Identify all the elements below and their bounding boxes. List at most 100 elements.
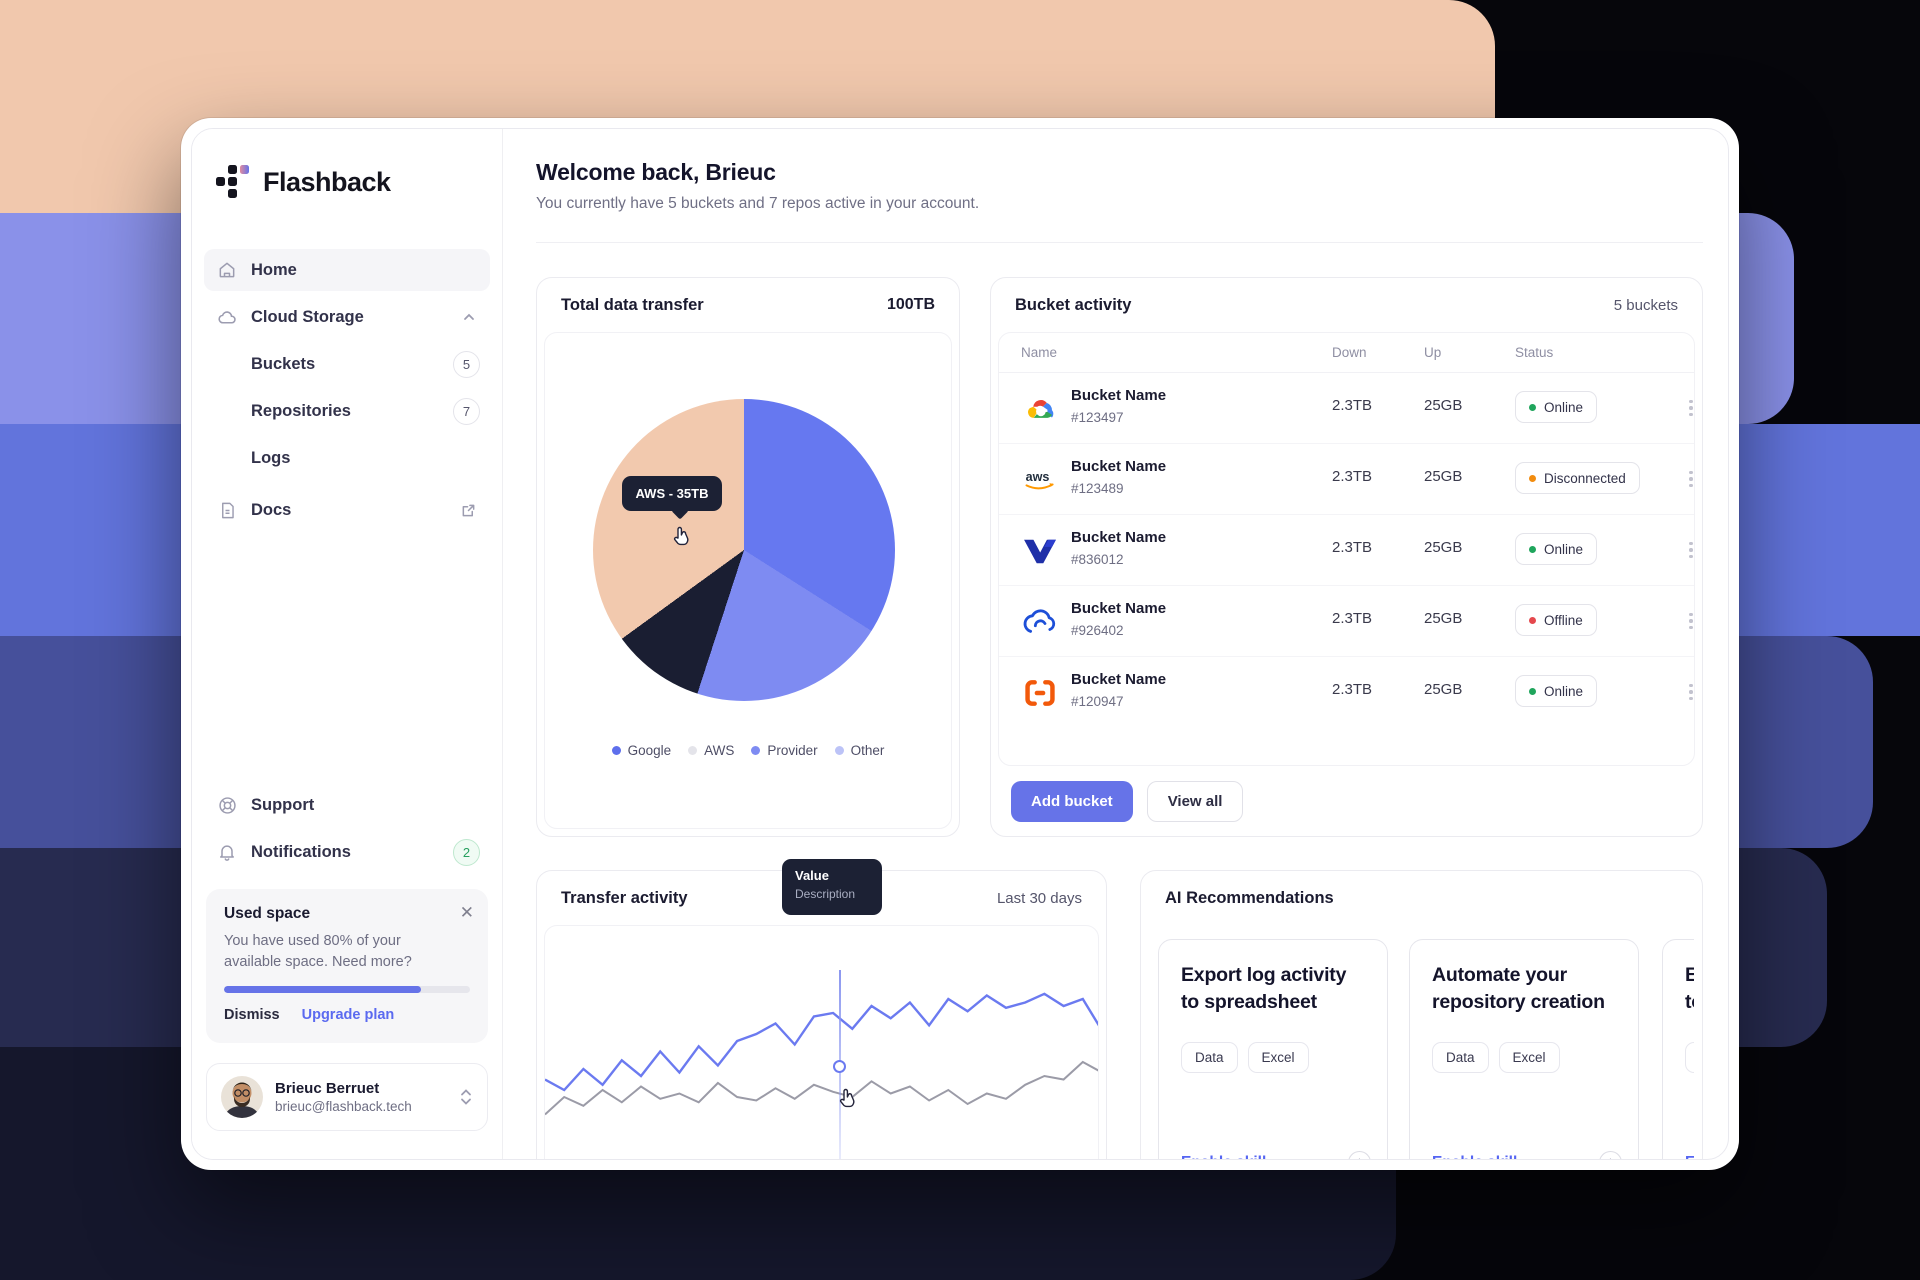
- bucket-id: #926402: [1071, 623, 1124, 638]
- info-icon[interactable]: i: [1599, 1151, 1622, 1159]
- sidebar-item-cloud-storage[interactable]: Cloud Storage: [204, 296, 490, 338]
- repositories-count-badge: 7: [453, 397, 480, 425]
- logo-text: Flashback: [263, 166, 391, 197]
- row-menu-button[interactable]: [1681, 395, 1701, 421]
- card-title: Bucket activity: [1015, 295, 1132, 314]
- line-series-0: [545, 992, 1098, 1092]
- app-screen: Flashback Home Cloud Storage: [191, 128, 1729, 1160]
- used-space-title: Used space: [224, 905, 311, 922]
- column-up: Up: [1424, 345, 1442, 360]
- legend-item: Other: [834, 743, 885, 758]
- sidebar-item-home[interactable]: Home: [204, 249, 490, 291]
- sidebar-item-label: Support: [251, 795, 315, 814]
- logo: Flashback: [216, 165, 391, 199]
- page-title: Welcome back, Brieuc: [536, 159, 776, 185]
- bucket-name: Bucket Name: [1071, 387, 1167, 404]
- bucket-name: Bucket Name: [1071, 458, 1167, 475]
- total-data-transfer-card: Total data transfer 100TB AWS - 35TB Goo…: [536, 277, 960, 837]
- app-window: Flashback Home Cloud Storage: [181, 118, 1739, 1170]
- skill-card-automate-repo[interactable]: Automate your repository creation Data Ex…: [1409, 939, 1639, 1160]
- skill-card-export-log[interactable]: Export log activity to spreadsheet Data E…: [1158, 939, 1388, 1160]
- line-series-1: [545, 1060, 1098, 1116]
- down-value: 2.3TB: [1332, 681, 1373, 698]
- blue-cloud-icon: [1021, 603, 1058, 640]
- bucket-name: Bucket Name: [1071, 600, 1167, 617]
- skills-panel: Export log activity to spreadsheet Data E…: [1148, 925, 1695, 1160]
- column-name: Name: [1021, 345, 1058, 360]
- used-space-progress: [224, 986, 470, 994]
- svg-text:aws: aws: [1025, 469, 1049, 483]
- sidebar-item-docs[interactable]: Docs: [204, 489, 490, 531]
- orange-brackets-icon: [1021, 674, 1058, 711]
- bell-icon: [216, 841, 238, 863]
- status-badge: Online: [1515, 533, 1598, 565]
- up-value: 25GB: [1424, 397, 1463, 414]
- buckets-count-badge: 5: [453, 350, 480, 378]
- chevron-up-icon[interactable]: [462, 310, 476, 324]
- legend-label: Google: [627, 743, 672, 758]
- legend-item: Google: [611, 743, 672, 758]
- down-value: 2.3TB: [1332, 397, 1373, 414]
- up-value: 25GB: [1424, 539, 1463, 556]
- vultr-icon: [1021, 532, 1058, 569]
- legend-label: Other: [850, 743, 885, 758]
- column-status: Status: [1515, 345, 1554, 360]
- table-row[interactable]: Bucket Name #836012 2.3TB 25GB Online: [999, 515, 1694, 586]
- tag-data: Data: [1685, 1041, 1694, 1073]
- total-transfer-value: 100TB: [886, 296, 935, 313]
- enable-skill-link[interactable]: Enable skill: [1685, 1154, 1694, 1160]
- sidebar-item-label: Logs: [251, 448, 291, 467]
- row-menu-button[interactable]: [1681, 608, 1701, 634]
- table-row[interactable]: aws Bucket Name #123489 2.3TB 25GB Disco…: [999, 444, 1694, 515]
- sidebar-item-buckets[interactable]: Buckets 5: [204, 343, 490, 385]
- tooltip-value: Value: [795, 868, 829, 883]
- sidebar-item-repositories[interactable]: Repositories 7: [204, 390, 490, 432]
- down-value: 2.3TB: [1332, 610, 1373, 627]
- tag-excel: Excel: [1247, 1041, 1309, 1073]
- pie-panel: AWS - 35TB Google AWS Provider Other: [544, 332, 952, 829]
- enable-skill-link[interactable]: Enable skill: [1432, 1154, 1517, 1160]
- sidebar-item-label: Buckets: [251, 354, 316, 373]
- user-name: Brieuc Berruet: [275, 1080, 380, 1097]
- enable-skill-link[interactable]: Enable skill: [1181, 1154, 1266, 1160]
- legend-dot: [688, 746, 698, 755]
- buckets-count: 5 buckets: [1613, 296, 1678, 314]
- table-row[interactable]: Bucket Name #926402 2.3TB 25GB Offline: [999, 586, 1694, 657]
- view-all-button[interactable]: View all: [1146, 781, 1244, 822]
- activity-chart-panel[interactable]: [544, 925, 1099, 1160]
- dismiss-link[interactable]: Dismiss: [224, 1007, 280, 1024]
- page-subtitle: You currently have 5 buckets and 7 repos…: [536, 195, 980, 212]
- card-title: Transfer activity: [561, 888, 688, 907]
- row-menu-button[interactable]: [1681, 537, 1701, 563]
- legend-label: AWS: [704, 743, 735, 758]
- column-down: Down: [1332, 345, 1367, 360]
- table-row[interactable]: Bucket Name #123497 2.3TB 25GB Online: [999, 373, 1694, 444]
- sidebar-item-support[interactable]: Support: [204, 784, 490, 826]
- up-value: 25GB: [1424, 468, 1463, 485]
- sidebar-item-logs[interactable]: Logs: [204, 437, 490, 479]
- sidebar-bottom-nav: Support Notifications 2: [204, 784, 490, 878]
- used-space-body: You have used 80% of your available spac…: [224, 933, 412, 971]
- upgrade-plan-link[interactable]: Upgrade plan: [301, 1007, 395, 1024]
- chart-tooltip: Value Description: [782, 859, 882, 915]
- line-chart[interactable]: [545, 934, 1099, 1160]
- sidebar-item-label: Repositories: [251, 401, 351, 420]
- user-profile-menu[interactable]: Brieuc Berruet brieuc@flashback.tech: [206, 1063, 488, 1131]
- close-icon[interactable]: ✕: [459, 903, 474, 922]
- row-menu-button[interactable]: [1681, 679, 1701, 705]
- sidebar: Flashback Home Cloud Storage: [192, 129, 503, 1159]
- bucket-id: #836012: [1071, 552, 1124, 567]
- legend-item: Provider: [751, 743, 818, 758]
- add-bucket-button[interactable]: Add bucket: [1011, 781, 1133, 822]
- bucket-id: #123497: [1071, 410, 1124, 425]
- table-row[interactable]: Bucket Name #120947 2.3TB 25GB Online: [999, 657, 1694, 728]
- row-menu-button[interactable]: [1681, 466, 1701, 492]
- info-icon[interactable]: i: [1348, 1151, 1371, 1159]
- flashback-logo-icon: [216, 165, 250, 199]
- pie-chart[interactable]: [593, 399, 895, 701]
- legend-item: AWS: [688, 743, 734, 758]
- sidebar-nav: Home Cloud Storage Buckets 5: [204, 249, 490, 536]
- sidebar-item-notifications[interactable]: Notifications 2: [204, 831, 490, 873]
